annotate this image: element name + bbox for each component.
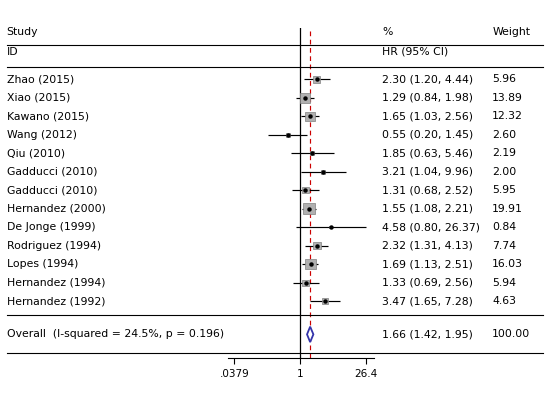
Bar <box>302 187 309 193</box>
Text: 1.85 (0.63, 5.46): 1.85 (0.63, 5.46) <box>382 148 473 158</box>
Bar <box>303 203 315 215</box>
Text: 19.91: 19.91 <box>492 204 523 214</box>
Text: 3.47 (1.65, 7.28): 3.47 (1.65, 7.28) <box>382 296 473 306</box>
Text: Gadducci (2010): Gadducci (2010) <box>7 167 97 177</box>
Text: 2.00: 2.00 <box>492 167 516 177</box>
Text: 13.89: 13.89 <box>492 93 523 103</box>
Polygon shape <box>307 327 314 342</box>
Text: 2.30 (1.20, 4.44): 2.30 (1.20, 4.44) <box>382 74 474 84</box>
Text: Overall  (I-squared = 24.5%, p = 0.196): Overall (I-squared = 24.5%, p = 0.196) <box>7 329 224 339</box>
Text: Gadducci (2010): Gadducci (2010) <box>7 185 97 195</box>
Text: %: % <box>382 27 393 37</box>
Text: De Jonge (1999): De Jonge (1999) <box>7 222 95 232</box>
Text: Xiao (2015): Xiao (2015) <box>7 93 70 103</box>
Text: 1.65 (1.03, 2.56): 1.65 (1.03, 2.56) <box>382 111 473 122</box>
Text: 5.95: 5.95 <box>492 185 516 195</box>
Text: Weight: Weight <box>492 27 530 37</box>
Text: 16.03: 16.03 <box>492 259 523 269</box>
Text: 4.58 (0.80, 26.37): 4.58 (0.80, 26.37) <box>382 222 480 232</box>
Text: 2.60: 2.60 <box>492 130 516 140</box>
Text: Hernandez (2000): Hernandez (2000) <box>7 204 106 214</box>
Text: Qiu (2010): Qiu (2010) <box>7 148 65 158</box>
Text: Kawano (2015): Kawano (2015) <box>7 111 89 122</box>
Text: Hernandez (1994): Hernandez (1994) <box>7 278 105 287</box>
Text: 100.00: 100.00 <box>492 329 531 339</box>
Text: 1.33 (0.69, 2.56): 1.33 (0.69, 2.56) <box>382 278 473 287</box>
Text: 5.96: 5.96 <box>492 74 516 84</box>
Bar <box>329 226 332 228</box>
Bar <box>286 133 290 137</box>
Text: 7.74: 7.74 <box>492 241 516 251</box>
Text: Zhao (2015): Zhao (2015) <box>7 74 74 84</box>
Text: 3.21 (1.04, 9.96): 3.21 (1.04, 9.96) <box>382 167 473 177</box>
Text: 2.19: 2.19 <box>492 148 516 158</box>
Text: 0.55 (0.20, 1.45): 0.55 (0.20, 1.45) <box>382 130 474 140</box>
Text: HR (95% CI): HR (95% CI) <box>382 47 448 57</box>
Text: 12.32: 12.32 <box>492 111 523 122</box>
Text: 1.55 (1.08, 2.21): 1.55 (1.08, 2.21) <box>382 204 473 214</box>
Bar <box>305 112 315 121</box>
Text: 1.66 (1.42, 1.95): 1.66 (1.42, 1.95) <box>382 329 473 339</box>
Text: 1.29 (0.84, 1.98): 1.29 (0.84, 1.98) <box>382 93 473 103</box>
Bar <box>322 170 325 173</box>
Text: 5.94: 5.94 <box>492 278 516 287</box>
Text: 0.84: 0.84 <box>492 222 516 232</box>
Bar <box>300 93 310 103</box>
Text: 4.63: 4.63 <box>492 296 516 306</box>
Text: Rodriguez (1994): Rodriguez (1994) <box>7 241 101 251</box>
Text: 2.32 (1.31, 4.13): 2.32 (1.31, 4.13) <box>382 241 473 251</box>
Bar <box>310 151 314 155</box>
Bar <box>314 76 320 83</box>
Bar <box>322 298 328 304</box>
Bar <box>313 242 321 249</box>
Text: Wang (2012): Wang (2012) <box>7 130 76 140</box>
Text: 1.31 (0.68, 2.52): 1.31 (0.68, 2.52) <box>382 185 473 195</box>
Text: Study: Study <box>7 27 38 37</box>
Text: Hernandez (1992): Hernandez (1992) <box>7 296 105 306</box>
Text: 1.69 (1.13, 2.51): 1.69 (1.13, 2.51) <box>382 259 473 269</box>
Text: Lopes (1994): Lopes (1994) <box>7 259 78 269</box>
Bar <box>302 280 309 286</box>
Text: ID: ID <box>7 47 18 57</box>
Bar <box>305 259 316 269</box>
